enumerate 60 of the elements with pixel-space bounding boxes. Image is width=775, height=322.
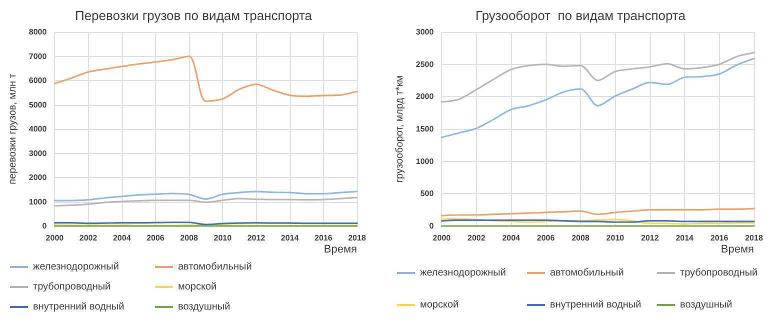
x-tick-label: 2004 <box>502 234 521 242</box>
y-tick-label: 0 <box>429 222 434 230</box>
y-tick-label: 0 <box>42 222 48 230</box>
x-tick-label: 2012 <box>247 234 266 242</box>
legend-label: трубопроводный <box>680 268 758 278</box>
x-tick-label: 2016 <box>710 234 729 242</box>
y-tick-label: 8000 <box>28 28 48 36</box>
line-series <box>440 58 755 138</box>
chart-title: Перевозки грузов по видам транспорта <box>74 8 313 23</box>
legend-label: автомобильный <box>178 262 252 272</box>
x-tick-label: 2014 <box>676 234 694 242</box>
legend-label: автомобильный <box>550 268 624 278</box>
legend-label: воздушный <box>680 300 732 310</box>
y-tick-label: 3000 <box>28 148 48 158</box>
y-tick-label: 5000 <box>28 100 48 110</box>
x-tick-label: 2004 <box>112 234 132 242</box>
y-tick-label: 2500 <box>416 60 434 69</box>
y-tick-label: 2000 <box>28 173 48 182</box>
x-tick-label: 2008 <box>572 234 590 242</box>
legend-label: трубопроводный <box>33 282 111 292</box>
chart-title: Грузооборот по видам транспорта <box>476 8 686 23</box>
legend-label: морской <box>420 300 459 310</box>
y-tick-label: 4000 <box>28 124 48 134</box>
x-tick-label: 2010 <box>214 234 232 242</box>
x-tick-label: 2000 <box>46 234 64 242</box>
legend-label: внутренний водный <box>550 300 642 310</box>
x-tick-label: 2012 <box>641 234 660 242</box>
y-tick-label: 3000 <box>416 28 434 36</box>
line-series <box>440 208 755 216</box>
y-tick-label: 6000 <box>28 76 48 85</box>
x-tick-label: 2018 <box>348 234 366 242</box>
x-tick-label: 2010 <box>606 234 625 242</box>
legend-label: железнодорожный <box>33 262 119 272</box>
x-tick-label: 2006 <box>146 234 165 242</box>
y-tick-label: 7000 <box>28 52 48 61</box>
y-tick-label: 1000 <box>28 197 48 206</box>
line-series <box>54 190 358 202</box>
y-tick-label: 500 <box>420 189 434 198</box>
legend-label: внутренний водный <box>33 302 124 312</box>
y-tick-label: 1000 <box>416 156 434 166</box>
y-tick-label: 1500 <box>416 124 434 134</box>
x-axis-title: Время <box>324 244 358 256</box>
x-tick-label: 2000 <box>432 234 452 242</box>
line-series <box>54 196 358 207</box>
x-tick-label: 2008 <box>180 234 199 242</box>
line-series <box>54 55 358 102</box>
x-tick-label: 2016 <box>314 234 333 242</box>
x-axis-title: Время <box>720 244 754 256</box>
legend-label: морской <box>178 282 217 292</box>
legend-label: железнодорожный <box>420 268 506 278</box>
y-axis-title: грузооборот, млрд т*км <box>394 75 406 183</box>
legend-label: воздушный <box>178 302 230 312</box>
y-tick-label: 2000 <box>416 92 434 102</box>
line-series <box>440 52 755 103</box>
x-tick-label: 2002 <box>79 234 98 242</box>
y-axis-title: перевозки грузов, млн т <box>8 73 18 184</box>
x-tick-label: 2002 <box>468 234 486 242</box>
x-tick-label: 2018 <box>745 234 764 242</box>
x-tick-label: 2014 <box>280 234 300 242</box>
x-tick-label: 2006 <box>536 234 556 242</box>
